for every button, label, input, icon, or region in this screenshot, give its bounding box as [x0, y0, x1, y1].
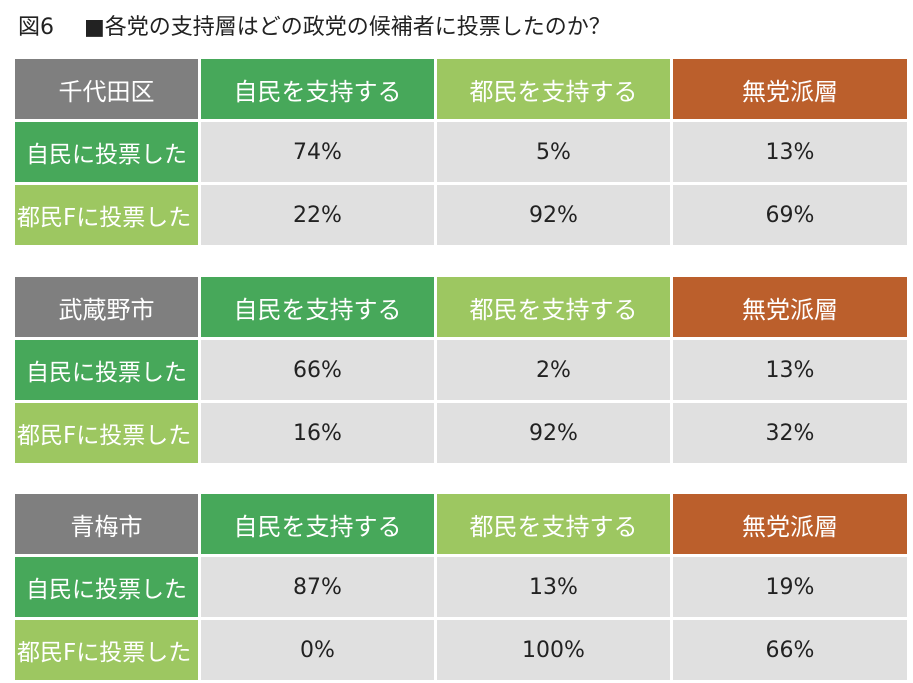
- value-cell: 69%: [673, 185, 907, 245]
- table-row: 自民に投票した 87% 13% 19%: [15, 557, 907, 617]
- column-header-tomin-supporters: 都民を支持する: [437, 59, 670, 119]
- table-header-row: 青梅市 自民を支持する 都民を支持する 無党派層: [15, 494, 907, 554]
- table-chiyoda: 千代田区 自民を支持する 都民を支持する 無党派層 自民に投票した 74% 5%…: [15, 59, 907, 245]
- table-header-row: 千代田区 自民を支持する 都民を支持する 無党派層: [15, 59, 907, 119]
- value-cell: 13%: [437, 557, 670, 617]
- value-cell: 2%: [437, 340, 670, 400]
- value-cell: 0%: [201, 620, 434, 680]
- value-cell: 13%: [673, 340, 907, 400]
- column-header-ldp-supporters: 自民を支持する: [201, 59, 434, 119]
- region-header: 千代田区: [15, 59, 198, 119]
- table-header-row: 武蔵野市 自民を支持する 都民を支持する 無党派層: [15, 277, 907, 337]
- table-row: 都民Fに投票した 22% 92% 69%: [15, 185, 907, 245]
- value-cell: 32%: [673, 403, 907, 463]
- value-cell: 66%: [673, 620, 907, 680]
- value-cell: 92%: [437, 185, 670, 245]
- row-label-voted-ldp: 自民に投票した: [15, 340, 198, 400]
- value-cell: 74%: [201, 122, 434, 182]
- value-cell: 92%: [437, 403, 670, 463]
- table-row: 自民に投票した 66% 2% 13%: [15, 340, 907, 400]
- value-cell: 13%: [673, 122, 907, 182]
- row-label-voted-ldp: 自民に投票した: [15, 122, 198, 182]
- row-label-voted-ldp: 自民に投票した: [15, 557, 198, 617]
- row-label-voted-tomin: 都民Fに投票した: [15, 620, 198, 680]
- figure-title-text: ■各党の支持層はどの政党の候補者に投票したのか？: [84, 15, 611, 40]
- value-cell: 16%: [201, 403, 434, 463]
- column-header-independents: 無党派層: [673, 59, 907, 119]
- column-header-independents: 無党派層: [673, 494, 907, 554]
- table-musashino: 武蔵野市 自民を支持する 都民を支持する 無党派層 自民に投票した 66% 2%…: [15, 277, 907, 463]
- region-header: 武蔵野市: [15, 277, 198, 337]
- figure-label: 図6: [18, 15, 54, 40]
- value-cell: 19%: [673, 557, 907, 617]
- table-row: 都民Fに投票した 0% 100% 66%: [15, 620, 907, 680]
- column-header-ldp-supporters: 自民を支持する: [201, 494, 434, 554]
- table-ome: 青梅市 自民を支持する 都民を支持する 無党派層 自民に投票した 87% 13%…: [15, 494, 907, 680]
- value-cell: 66%: [201, 340, 434, 400]
- table-row: 都民Fに投票した 16% 92% 32%: [15, 403, 907, 463]
- column-header-tomin-supporters: 都民を支持する: [437, 277, 670, 337]
- value-cell: 22%: [201, 185, 434, 245]
- region-header: 青梅市: [15, 494, 198, 554]
- row-label-voted-tomin: 都民Fに投票した: [15, 185, 198, 245]
- value-cell: 87%: [201, 557, 434, 617]
- row-label-voted-tomin: 都民Fに投票した: [15, 403, 198, 463]
- table-row: 自民に投票した 74% 5% 13%: [15, 122, 907, 182]
- value-cell: 100%: [437, 620, 670, 680]
- figure-title: 図6 ■各党の支持層はどの政党の候補者に投票したのか？: [18, 8, 611, 48]
- column-header-ldp-supporters: 自民を支持する: [201, 277, 434, 337]
- column-header-tomin-supporters: 都民を支持する: [437, 494, 670, 554]
- value-cell: 5%: [437, 122, 670, 182]
- column-header-independents: 無党派層: [673, 277, 907, 337]
